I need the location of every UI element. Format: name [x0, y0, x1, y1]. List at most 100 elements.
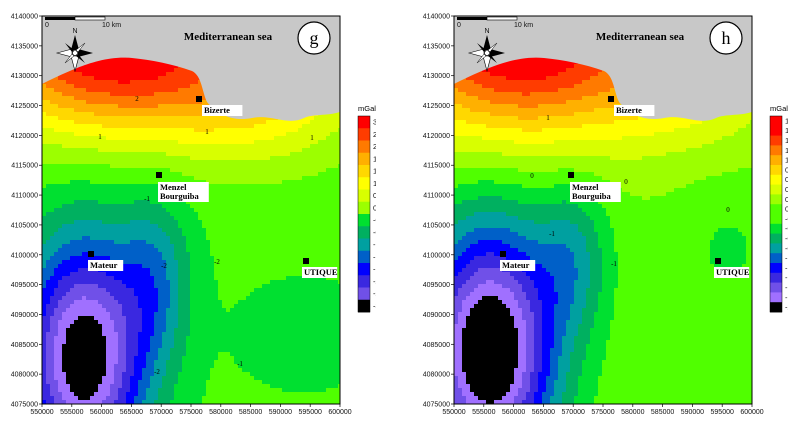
- city-label: Bizerte: [204, 105, 230, 115]
- colorbar-swatch: [770, 116, 782, 126]
- colorbar-swatch: [358, 239, 370, 252]
- y-tick-label: 4115000: [423, 163, 450, 170]
- colorbar-swatch: [770, 155, 782, 165]
- y-tick-label: 4085000: [11, 342, 38, 349]
- city-label: Mateur: [90, 260, 118, 270]
- scale-zero: 0: [457, 22, 461, 29]
- x-tick-label: 560000: [90, 409, 113, 416]
- contour-label: 0: [624, 178, 628, 186]
- x-tick-label: 580000: [209, 409, 232, 416]
- colorbar-label: 1.4: [373, 167, 376, 176]
- colorbar-unit: mGal: [358, 104, 376, 113]
- colorbar-swatch: [770, 243, 782, 253]
- map-svg: 4140000413500041300004125000412000041150…: [0, 0, 376, 418]
- y-tick-label: 4075000: [11, 402, 38, 409]
- y-tick-label: 4115000: [11, 163, 38, 170]
- colorbar-swatch: [358, 165, 370, 178]
- colorbar-swatch: [770, 136, 782, 146]
- y-tick-label: 4100000: [11, 252, 38, 259]
- y-tick-label: 4110000: [423, 193, 450, 200]
- colorbar-label: 1: [373, 179, 376, 188]
- colorbar-swatch: [770, 263, 782, 273]
- colorbar-swatch: [770, 234, 782, 244]
- colorbar-swatch: [770, 185, 782, 195]
- sea-label: Mediterranean sea: [184, 31, 273, 43]
- x-tick-label: 580000: [621, 409, 644, 416]
- city-label: Mateur: [502, 260, 530, 270]
- x-tick-label: 575000: [591, 409, 614, 416]
- y-tick-label: 4125000: [11, 103, 38, 110]
- colorbar-label: 0.6: [373, 191, 376, 200]
- panel-badge: g: [310, 28, 319, 48]
- x-tick-label: 595000: [299, 409, 322, 416]
- colorbar-label: 2.6: [373, 130, 376, 139]
- colorbar-label: 2.2: [373, 142, 376, 151]
- contour-label: 1: [205, 128, 209, 136]
- colorbar-swatch: [358, 202, 370, 215]
- colorbar-swatch: [358, 190, 370, 203]
- gravity-field: [42, 16, 343, 405]
- colorbar-swatch: [770, 194, 782, 204]
- y-tick-label: 4140000: [423, 14, 450, 21]
- y-tick-label: 4095000: [11, 282, 38, 289]
- x-tick-label: 560000: [502, 409, 525, 416]
- colorbar-swatch: [358, 128, 370, 141]
- x-tick-label: 565000: [532, 409, 555, 416]
- x-tick-label: 570000: [150, 409, 173, 416]
- x-tick-label: 550000: [30, 409, 53, 416]
- x-tick-label: 570000: [562, 409, 585, 416]
- y-tick-label: 4090000: [423, 312, 450, 319]
- contour-label: 0: [726, 206, 730, 214]
- contour-label: 0: [530, 172, 534, 180]
- colorbar-label: -3: [373, 301, 376, 310]
- x-tick-label: 565000: [120, 409, 143, 416]
- y-tick-label: 4105000: [423, 222, 450, 229]
- colorbar-swatch: [358, 288, 370, 301]
- y-tick-label: 4090000: [11, 312, 38, 319]
- colorbar-swatch: [358, 214, 370, 227]
- colorbar-swatch: [358, 251, 370, 264]
- x-tick-label: 585000: [239, 409, 262, 416]
- gravity-field: [454, 16, 755, 405]
- city-label: Bizerte: [616, 105, 642, 115]
- panel-badge: h: [722, 28, 731, 48]
- contour-label: -2: [154, 368, 160, 376]
- contour-label: 1: [546, 114, 550, 122]
- colorbar-swatch: [770, 224, 782, 234]
- y-tick-label: 4130000: [11, 73, 38, 80]
- sea-label: Mediterranean sea: [596, 31, 685, 43]
- y-tick-label: 4095000: [423, 282, 450, 289]
- colorbar-swatch: [770, 273, 782, 283]
- y-tick-label: 4110000: [11, 193, 38, 200]
- colorbar-swatch: [770, 204, 782, 214]
- y-tick-label: 4120000: [423, 133, 450, 140]
- north-label: N: [72, 28, 77, 35]
- x-tick-label: 595000: [711, 409, 734, 416]
- contour-label: 2: [135, 95, 139, 103]
- colorbar-swatch: [770, 302, 782, 312]
- north-label: N: [484, 28, 489, 35]
- colorbar-swatch: [358, 141, 370, 154]
- y-tick-label: 4080000: [423, 372, 450, 379]
- contour-label: -1: [611, 260, 617, 268]
- scale-zero: 0: [45, 22, 49, 29]
- colorbar-label: -0.2: [373, 216, 376, 225]
- y-tick-label: 4130000: [423, 73, 450, 80]
- colorbar-swatch: [770, 292, 782, 302]
- x-tick-label: 575000: [179, 409, 202, 416]
- colorbar-label: -2.6: [373, 289, 376, 298]
- colorbar-swatch: [770, 175, 782, 185]
- contour-label: 1: [98, 133, 102, 141]
- contour-label: -1: [549, 230, 555, 238]
- colorbar-swatch: [358, 226, 370, 239]
- colorbar-swatch: [770, 283, 782, 293]
- y-tick-label: 4105000: [11, 222, 38, 229]
- x-tick-label: 585000: [651, 409, 674, 416]
- y-tick-label: 4080000: [11, 372, 38, 379]
- colorbar-swatch: [358, 263, 370, 276]
- y-tick-label: 4120000: [11, 133, 38, 140]
- x-tick-label: 555000: [472, 409, 495, 416]
- colorbar-swatch: [770, 165, 782, 175]
- city-label: UTIQUE: [716, 267, 750, 277]
